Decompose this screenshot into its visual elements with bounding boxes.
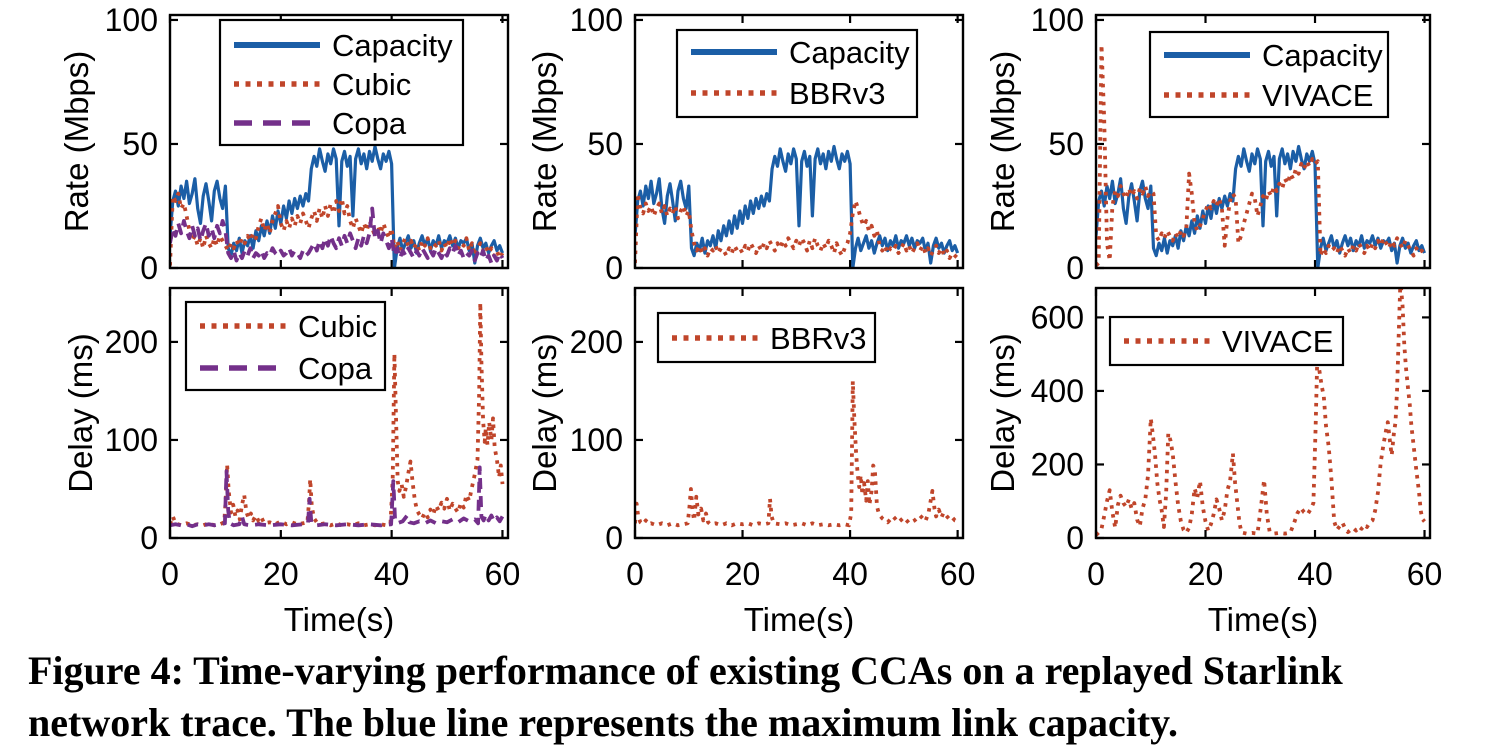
series-vivace-line <box>1096 42 1427 267</box>
series-capacity-line <box>635 144 960 268</box>
chart-rate-vivace: 0 50 100 Rate (Mbps) Capacity VIVACE <box>984 2 1432 286</box>
legend-box <box>184 300 387 392</box>
x-tick-label: 40 <box>832 556 868 592</box>
legend-label-vivace: VIVACE <box>1262 78 1373 113</box>
series-vivace-line <box>1096 288 1426 537</box>
x-tick-label: 40 <box>374 556 410 592</box>
y-axis-label: Rate (Mbps) <box>58 51 95 233</box>
y-tick-label: 100 <box>1031 2 1084 38</box>
axes-box <box>633 13 965 270</box>
y-tick-label: 50 <box>1048 126 1084 162</box>
y-axis-label: Delay (ms) <box>62 333 99 493</box>
series-copa-line <box>170 206 505 265</box>
series-cubic-line <box>170 191 505 266</box>
y-tick-label: 0 <box>605 250 623 286</box>
legend-box <box>675 28 919 119</box>
x-tick-label: 20 <box>1188 556 1224 592</box>
axes-box <box>168 286 510 540</box>
legend-label-capacity: Capacity <box>789 35 910 70</box>
y-tick-label: 200 <box>105 324 158 360</box>
x-axis-label: Time(s) <box>284 601 395 638</box>
legend-label-cubic: Cubic <box>332 67 411 102</box>
y-tick-label: 100 <box>570 422 623 458</box>
y-tick-label: 100 <box>570 2 623 38</box>
legend-label-cubic: Cubic <box>298 309 377 344</box>
y-axis-label: Delay (ms) <box>526 333 563 493</box>
legend-label-capacity: Capacity <box>332 28 453 63</box>
y-tick-label: 0 <box>140 520 158 556</box>
x-axis-label: Time(s) <box>744 601 855 638</box>
x-tick-label: 60 <box>485 556 521 592</box>
legend-label-bbrv3: BBRv3 <box>789 76 885 111</box>
y-tick-label: 0 <box>1066 250 1084 286</box>
x-tick-label: 40 <box>1297 556 1333 592</box>
series-copa-line <box>170 465 505 529</box>
figure-caption-line-2: network trace. The blue line represents … <box>28 700 1178 745</box>
series-bbrv3-line <box>635 379 959 528</box>
legend-label-bbrv3: BBRv3 <box>770 321 866 356</box>
y-tick-label: 50 <box>587 126 623 162</box>
y-tick-label: 0 <box>1066 520 1084 556</box>
x-tick-label: 60 <box>940 556 976 592</box>
x-tick-label: 0 <box>1087 556 1105 592</box>
axes-box <box>168 13 510 270</box>
legend-box <box>656 311 877 364</box>
x-tick-label: 20 <box>725 556 761 592</box>
legend-label-copa: Copa <box>332 106 407 141</box>
y-axis-label: Rate (Mbps) <box>984 51 1021 233</box>
y-tick-label: 50 <box>122 126 158 162</box>
y-axis-label: Rate (Mbps) <box>526 51 563 233</box>
y-tick-label: 600 <box>1031 299 1084 335</box>
x-axis-label: Time(s) <box>1208 601 1319 638</box>
x-tick-label: 0 <box>626 556 644 592</box>
y-tick-label: 200 <box>1031 446 1084 482</box>
axes-box <box>1094 13 1432 270</box>
y-tick-label: 0 <box>140 250 158 286</box>
y-tick-label: 100 <box>105 422 158 458</box>
y-tick-label: 200 <box>570 324 623 360</box>
axes-box <box>633 286 965 540</box>
series-capacity-line <box>1096 144 1427 268</box>
legend-label-capacity: Capacity <box>1262 38 1383 73</box>
x-tick-label: 60 <box>1407 556 1443 592</box>
chart-rate-cubic-copa: 0 50 100 Rate (Mbps) Capacity Cubic Copa <box>58 2 510 286</box>
axes-box <box>1094 286 1432 540</box>
legend-box <box>1148 30 1390 119</box>
legend-label-copa: Copa <box>298 351 373 386</box>
y-tick-label: 100 <box>105 2 158 38</box>
legend-label-vivace: VIVACE <box>1222 324 1333 359</box>
y-tick-label: 400 <box>1031 373 1084 409</box>
y-axis-label: Delay (ms) <box>984 333 1021 493</box>
series-bbrv3-line <box>635 191 959 264</box>
y-tick-label: 0 <box>605 520 623 556</box>
x-tick-label: 0 <box>161 556 179 592</box>
figure-caption: Figure 4: Time-varying performance of ex… <box>28 645 1498 749</box>
figure-caption-line-1: Figure 4: Time-varying performance of ex… <box>28 648 1343 693</box>
legend-box <box>218 18 465 147</box>
x-tick-label: 20 <box>263 556 299 592</box>
